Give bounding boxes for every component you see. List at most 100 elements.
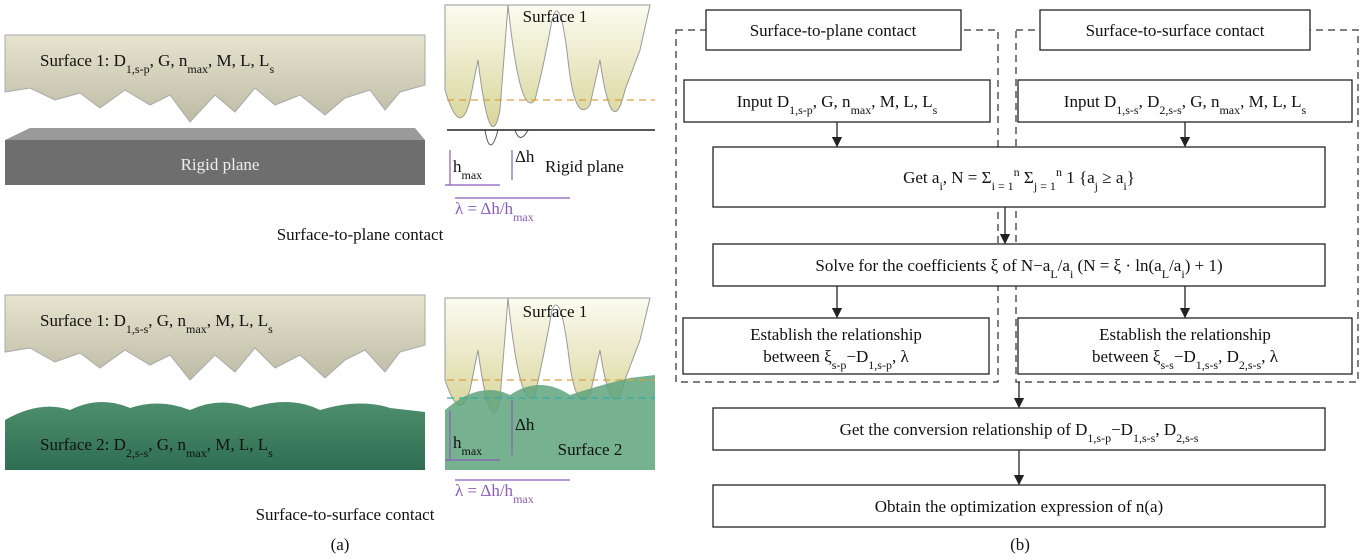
text-part: s	[268, 446, 273, 460]
text-part: s-s	[1161, 358, 1175, 372]
text-part: λ = Δh/h	[455, 199, 514, 218]
text-part: }	[1127, 168, 1135, 187]
text-part: −D	[1111, 420, 1133, 439]
text-part: , G, n	[150, 51, 188, 70]
inset-surface2: Surface 2	[558, 440, 623, 459]
text-part: , λ	[1261, 347, 1279, 366]
text-part: 1 {a	[1062, 168, 1095, 187]
text-part: i = 1	[992, 179, 1014, 193]
panel-label: (a)	[331, 535, 350, 554]
text-part: D	[777, 92, 789, 111]
surface-to-surface-illustration: Surface 1: D1,s-s, G, nmax, M, L, Ls Sur…	[5, 295, 425, 470]
inset-top: Surface 1 hmax Δh Rigid plane λ = Δh/hma…	[445, 5, 655, 224]
text-part: Σ	[982, 168, 992, 187]
text-part: max	[1219, 103, 1240, 117]
text-part: Σ	[1020, 168, 1034, 187]
text-part: Get the conversion relationship of D	[840, 420, 1088, 439]
text-part: , λ	[892, 347, 910, 366]
delta-h: Δh	[515, 147, 535, 166]
text-part: , M, L, L	[208, 51, 269, 70]
text-part: s	[933, 103, 938, 117]
text-part: −D	[846, 347, 868, 366]
text-part: , M, L, L	[1240, 92, 1301, 111]
text-part: D	[1104, 92, 1116, 111]
text-part: 1,s-p	[126, 62, 150, 76]
text-part: 1,s-p	[868, 358, 892, 372]
caption: Surface-to-surface contact	[256, 505, 435, 524]
text-part: max	[187, 62, 208, 76]
text-part: Input	[737, 92, 777, 111]
inset-surface1: Surface 1	[523, 302, 588, 321]
text-part: , M, L, L	[207, 311, 268, 330]
text-part: λ = Δh/h	[455, 481, 514, 500]
text-part: D	[114, 435, 126, 454]
text-part: , G, n	[148, 311, 186, 330]
text-part: s	[1302, 103, 1307, 117]
text-part: between ξ	[763, 347, 832, 366]
text-part: , G, n	[1182, 92, 1220, 111]
text-part: 2,s-s	[1159, 103, 1182, 117]
text-part: 2,s-s	[1176, 431, 1199, 445]
text-part: /a	[1058, 256, 1071, 275]
step-text: Obtain the optimization expression of n(…	[875, 497, 1163, 516]
step-text: Establish the relationship	[1099, 325, 1271, 344]
text-part: Get a	[903, 168, 940, 187]
lambda: λ = Δh/hmax	[455, 481, 534, 506]
text-part: s	[269, 62, 274, 76]
figure: Surface 1: D1,s-p, G, nmax, M, L, Ls Rig…	[0, 0, 1364, 560]
text-part: , N =	[943, 168, 982, 187]
text-part: ≥ a	[1098, 168, 1124, 187]
text-part: Input	[1064, 92, 1104, 111]
group-label: Surface-to-plane contact	[750, 21, 917, 40]
group-label: Surface-to-surface contact	[1086, 21, 1265, 40]
text-part: Surface 2:	[40, 435, 114, 454]
caption: Surface-to-plane contact	[277, 225, 444, 244]
text-part: L	[1050, 267, 1057, 281]
text-part: , M, L, L	[207, 435, 268, 454]
step-text: Establish the relationship	[750, 325, 922, 344]
text-part: Surface 1:	[40, 51, 114, 70]
text-part: , G, n	[813, 92, 851, 111]
text-part: 1,s-s	[1116, 103, 1139, 117]
text-part: (N = ξ · ln(a	[1073, 256, 1162, 275]
text-part: L	[1162, 267, 1169, 281]
text-part: max	[462, 168, 483, 182]
text-part: max	[186, 446, 207, 460]
text-part: , G, n	[148, 435, 186, 454]
delta-h: Δh	[515, 415, 535, 434]
text-part: , D	[1155, 420, 1176, 439]
lambda: λ = Δh/hmax	[455, 199, 534, 224]
text-part: /a	[1169, 256, 1182, 275]
text-part: max	[851, 103, 872, 117]
plane-label: Rigid plane	[181, 155, 260, 174]
text-part: max	[513, 210, 534, 224]
text-part: 1,s-s	[126, 322, 149, 336]
inset-plane: Rigid plane	[545, 157, 624, 176]
inset-bottom: Surface 1 Surface 2 hmax Δh λ = Δh/hmax	[445, 298, 655, 506]
text-part: s-p	[832, 358, 847, 372]
text-part: Solve for the coefficients ξ of N−a	[815, 256, 1050, 275]
inset-surface: Surface 1	[523, 7, 588, 26]
text-part: , D	[1218, 347, 1239, 366]
text-part: 1,s-s	[1133, 431, 1156, 445]
text-part: between ξ	[1092, 347, 1161, 366]
panel-label: (b)	[1010, 535, 1030, 554]
text-part: 2,s-s	[126, 446, 149, 460]
flowchart: Surface-to-plane contact Surface-to-surf…	[676, 10, 1358, 554]
text-part: , M, L, L	[871, 92, 932, 111]
text-part: max	[513, 492, 534, 506]
text-part: 2,s-s	[1239, 358, 1262, 372]
text-part: max	[186, 322, 207, 336]
text-part: ) + 1)	[1185, 256, 1223, 275]
text-part: D	[114, 311, 126, 330]
text-part: max	[462, 444, 483, 458]
hmax: hmax	[453, 157, 482, 182]
text-part: Surface 1:	[40, 311, 114, 330]
text-part: 1,s-p	[789, 103, 813, 117]
text-part: 1,s-s	[1196, 358, 1219, 372]
text-part: D	[114, 51, 126, 70]
text-part: s	[268, 322, 273, 336]
text-part: −D	[1174, 347, 1196, 366]
text-part: j = 1	[1033, 179, 1056, 193]
surface-to-plane-illustration: Surface 1: D1,s-p, G, nmax, M, L, Ls Rig…	[5, 35, 425, 185]
